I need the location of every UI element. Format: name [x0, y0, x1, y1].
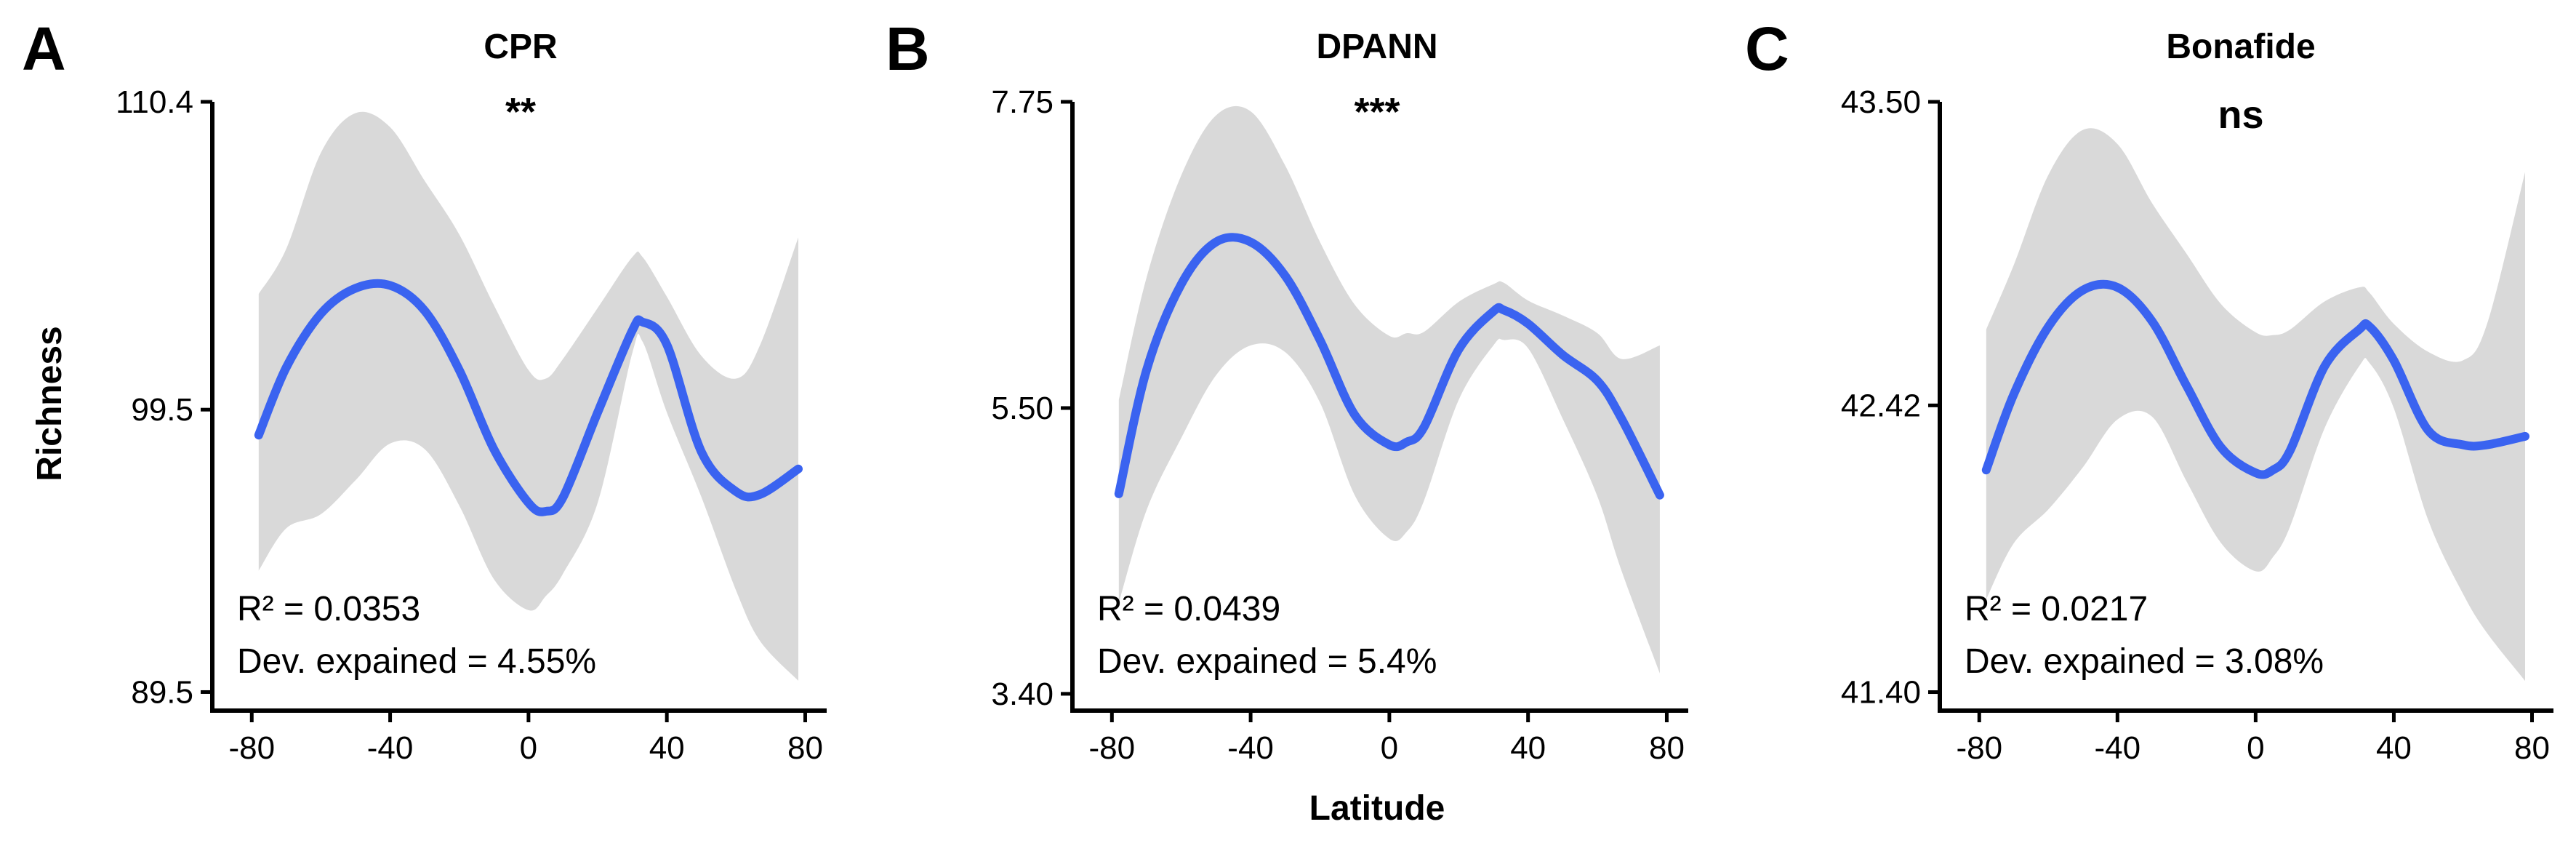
- x-tick-label: 0: [2247, 730, 2264, 766]
- x-tick-label: 0: [1381, 730, 1398, 766]
- r-squared-label: R² = 0.0353: [237, 590, 420, 628]
- panel-c: 41.40 42.42 43.50 -80 -40 0 40 80 C Bonafide ns R² …: [1745, 15, 2553, 766]
- r-squared-label: R² = 0.0439: [1097, 590, 1280, 628]
- panel-title: Bonafide: [2166, 28, 2315, 66]
- panel-letter: C: [1745, 15, 1789, 83]
- panel-letter: B: [886, 15, 930, 83]
- confidence-band: [258, 111, 798, 681]
- x-tick-label: 0: [520, 730, 537, 766]
- fitted-line: [254, 279, 803, 516]
- y-tick-label: 7.75: [991, 84, 1054, 120]
- x-tick-label: 40: [1510, 730, 1546, 766]
- x-tick-label: 40: [649, 730, 685, 766]
- y-tick-label: 89.5: [131, 674, 193, 710]
- panel-b: 3.40 5.50 7.75 -80 -40 0 40 80 B DPANN *** R² = 0.0…: [886, 15, 1688, 766]
- significance-label: ns: [2218, 93, 2263, 137]
- y-tick-label: 110.4: [116, 84, 193, 120]
- y-tick-label: 99.5: [131, 392, 193, 428]
- deviance-explained-label: Dev. expained = 3.08%: [1965, 642, 2324, 681]
- significance-label: **: [505, 90, 536, 134]
- y-tick-label: 3.40: [991, 676, 1054, 712]
- deviance-explained-label: Dev. expained = 5.4%: [1097, 642, 1437, 681]
- deviance-explained-label: Dev. expained = 4.55%: [237, 642, 596, 681]
- y-axis-title: Richness: [31, 326, 69, 481]
- x-tick-label: -40: [367, 730, 414, 766]
- significance-label: ***: [1354, 90, 1400, 134]
- fitted-line: [1981, 279, 2529, 479]
- confidence-band: [1118, 105, 1660, 674]
- fitted-line: [1114, 233, 1664, 500]
- panel-title: DPANN: [1316, 28, 1437, 66]
- y-tick-label: 41.40: [1841, 675, 1921, 711]
- y-tick-label: 5.50: [991, 391, 1054, 426]
- y-tick-label: 43.50: [1841, 84, 1921, 120]
- y-tick-label: 42.42: [1841, 388, 1921, 423]
- x-tick-label: -80: [1956, 730, 2002, 766]
- x-tick-label: -80: [228, 730, 275, 766]
- x-tick-label: 80: [1649, 730, 1685, 766]
- panels: 89.5 99.5 110.4 -80 -40 0 40 80 A CPR ** R² = 0.035…: [22, 15, 2553, 766]
- x-axis-title: Latitude: [1309, 789, 1445, 828]
- r-squared-label: R² = 0.0217: [1965, 590, 2148, 628]
- panel-a: 89.5 99.5 110.4 -80 -40 0 40 80 A CPR ** R² = 0.035…: [22, 15, 827, 766]
- x-tick-label: -80: [1089, 730, 1136, 766]
- confidence-band: [1986, 128, 2525, 682]
- x-tick-label: 80: [787, 730, 823, 766]
- x-tick-label: 80: [2514, 730, 2550, 766]
- x-tick-label: -40: [1227, 730, 1274, 766]
- panel-title: CPR: [483, 28, 557, 66]
- x-tick-label: -40: [2095, 730, 2141, 766]
- x-tick-label: 40: [2376, 730, 2412, 766]
- panel-letter: A: [22, 15, 66, 83]
